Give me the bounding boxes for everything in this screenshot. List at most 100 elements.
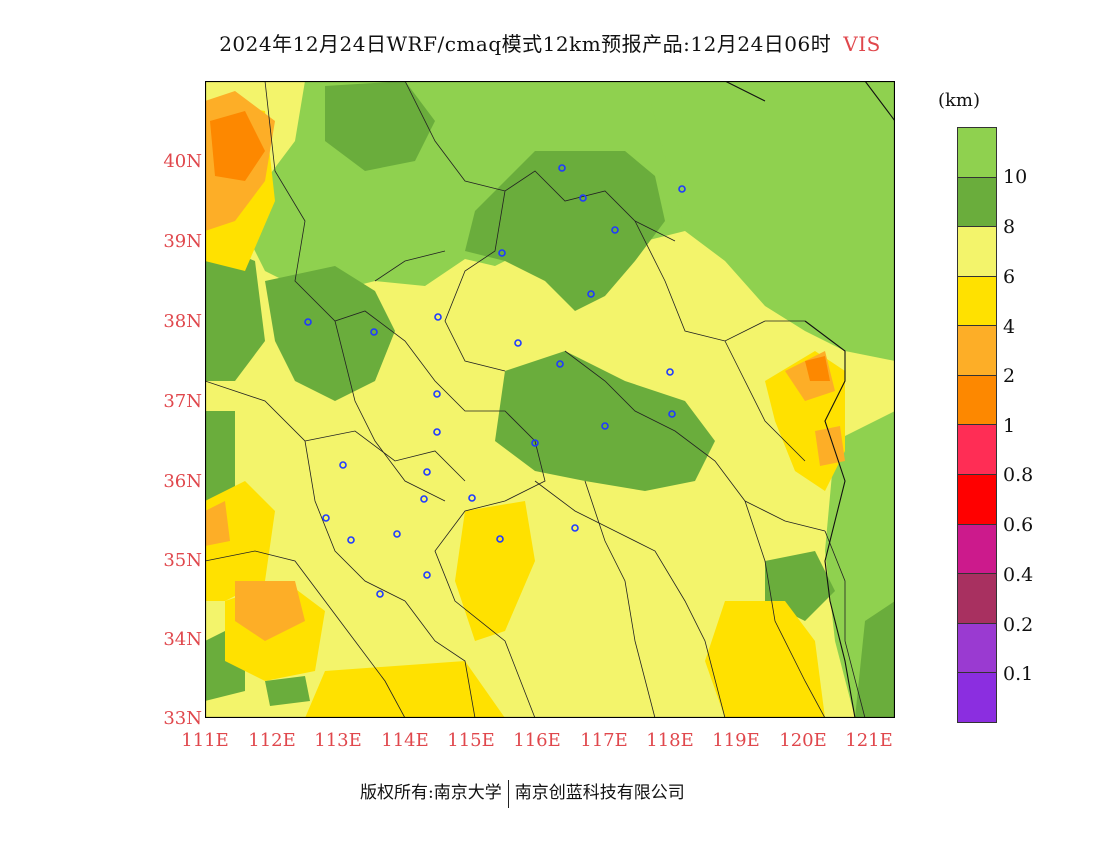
colorbar-swatch-1 (958, 176, 996, 227)
colorbar-label-0-2: 0.2 (1003, 614, 1034, 636)
colorbar-swatch-8 (958, 523, 996, 574)
city-marker (666, 368, 674, 376)
city-marker (514, 339, 522, 347)
lat-label-34n: 34N (163, 629, 202, 650)
copyright-footer: 版权所有:南京大学 南京创蓝科技有限公司 (360, 778, 685, 808)
city-marker (558, 164, 566, 172)
lat-label-33n: 33N (163, 708, 202, 729)
colorbar-label-0-8: 0.8 (1003, 464, 1034, 486)
city-marker (339, 461, 347, 469)
city-marker (601, 422, 609, 430)
vis-zone-shanxi-8km (265, 266, 395, 401)
city-marker (322, 514, 330, 522)
city-marker (496, 535, 504, 543)
lon-label-117e: 117E (580, 730, 628, 751)
vis-zone-shandong-8km (495, 351, 715, 491)
county-boundaries (205, 81, 866, 718)
vis-zone-coast2-2km (815, 426, 845, 466)
lon-label-115e: 115E (447, 730, 495, 751)
colorbar-swatch-11 (958, 672, 996, 722)
colorbar (957, 127, 997, 723)
colorbar-label-10: 10 (1003, 166, 1028, 188)
map-frame (205, 81, 895, 718)
vis-zone-sw-2km (235, 581, 305, 641)
city-marker (370, 328, 378, 336)
city-marker (571, 524, 579, 532)
colorbar-label-0-6: 0.6 (1003, 514, 1034, 536)
lat-label-38n: 38N (163, 311, 202, 332)
colorbar-label-8: 8 (1003, 216, 1016, 238)
colorbar-swatch-6 (958, 424, 996, 475)
coastline (724, 81, 895, 718)
lon-label-113e: 113E (314, 730, 362, 751)
colorbar-swatch-5 (958, 374, 996, 425)
city-marker (611, 226, 619, 234)
vis-zone-west-8km (205, 241, 265, 381)
lon-label-111e: 111E (181, 730, 229, 751)
colorbar-unit: (km) (938, 90, 981, 111)
city-marker (304, 318, 312, 326)
lon-label-116e: 116E (513, 730, 561, 751)
footer-company: 南京创蓝科技有限公司 (514, 783, 685, 803)
city-marker (423, 571, 431, 579)
city-marker (531, 439, 539, 447)
vis-zone-beijing-8km (465, 151, 665, 311)
city-marker (433, 390, 441, 398)
lat-label-39n: 39N (163, 231, 202, 252)
map-title: 2024年12月24日WRF/cmaq模式12km预报产品:12月24日06时 V… (0, 28, 1100, 57)
city-marker (393, 530, 401, 538)
colorbar-swatch-2 (958, 226, 996, 276)
vis-zone-coast-1km (805, 356, 830, 381)
city-marker (420, 495, 428, 503)
city-markers (304, 164, 686, 598)
vis-zone-nw-8km (325, 81, 435, 171)
footer-separator (507, 779, 509, 808)
vis-zone-south-4km (705, 601, 825, 718)
vis-zone-south2-4km (305, 661, 505, 718)
colorbar-label-0-1: 0.1 (1003, 663, 1034, 685)
lon-label-118e: 118E (646, 730, 694, 751)
city-marker (347, 536, 355, 544)
footer-university: 版权所有:南京大学 (360, 783, 502, 803)
city-marker (678, 185, 686, 193)
title-text: 2024年12月24日WRF/cmaq模式12km预报产品:12月24日06时 (219, 32, 832, 56)
colorbar-swatch-3 (958, 275, 996, 326)
city-marker (376, 590, 384, 598)
colorbar-swatch-9 (958, 573, 996, 623)
city-marker (433, 428, 441, 436)
lon-label-120e: 120E (779, 730, 827, 751)
vis-zone-south-8km (265, 676, 310, 706)
vis-zone-nw-1km (210, 111, 265, 181)
colorbar-label-4: 4 (1003, 316, 1016, 338)
city-marker (587, 290, 595, 298)
lat-label-36n: 36N (163, 471, 202, 492)
colorbar-label-6: 6 (1003, 266, 1016, 288)
variable-label: VIS (843, 32, 881, 56)
city-marker (579, 194, 587, 202)
colorbar-label-2: 2 (1003, 365, 1016, 387)
city-marker (423, 468, 431, 476)
colorbar-label-1: 1 (1003, 415, 1016, 437)
city-marker (434, 313, 442, 321)
vis-zone-coast-8km (855, 601, 895, 718)
colorbar-swatch-4 (958, 325, 996, 375)
lon-label-112e: 112E (248, 730, 296, 751)
lat-label-40n: 40N (163, 151, 202, 172)
lat-label-35n: 35N (163, 550, 202, 571)
visibility-map (205, 81, 895, 718)
colorbar-swatch-7 (958, 474, 996, 524)
vis-zone-bohai-10km (645, 81, 895, 361)
lat-label-37n: 37N (163, 391, 202, 412)
colorbar-swatch-0 (958, 128, 996, 177)
colorbar-label-0-4: 0.4 (1003, 564, 1034, 586)
city-marker (498, 249, 506, 257)
vis-zone-west-2km (205, 501, 230, 546)
city-marker (468, 494, 476, 502)
lon-label-119e: 119E (712, 730, 760, 751)
vis-zone-center-4km (455, 501, 535, 641)
lon-label-121e: 121E (845, 730, 893, 751)
city-marker (668, 410, 676, 418)
lon-label-114e: 114E (381, 730, 429, 751)
city-marker (556, 360, 564, 368)
colorbar-swatch-10 (958, 622, 996, 673)
